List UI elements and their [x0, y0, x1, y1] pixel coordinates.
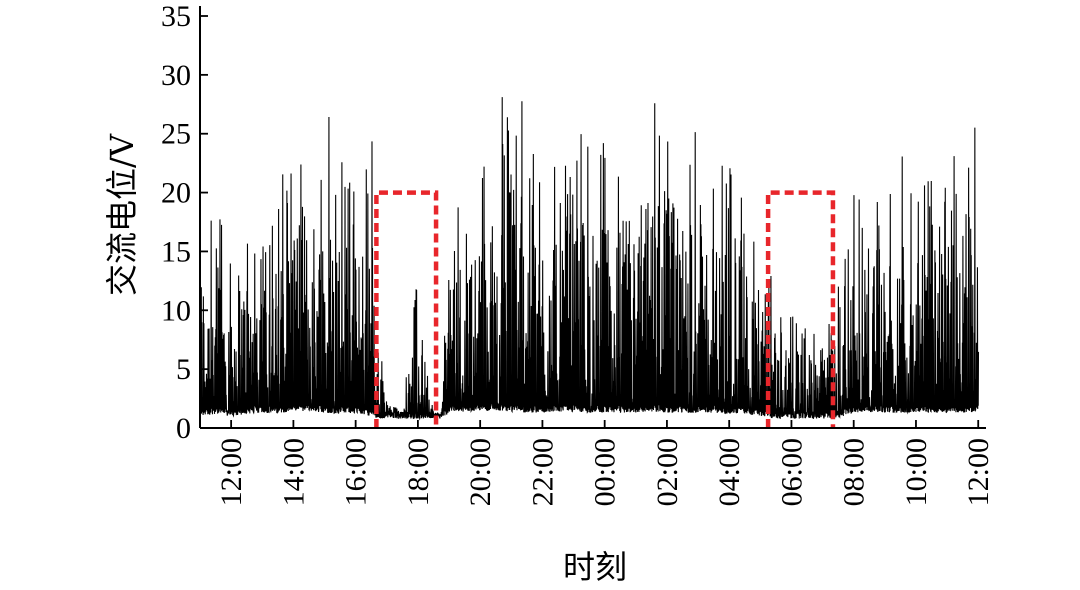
x-axis-title: 时刻 — [563, 548, 627, 586]
x-tick-label: 10:00 — [900, 438, 933, 506]
x-tick-label: 08:00 — [838, 438, 871, 506]
x-tick-label: 00:00 — [589, 438, 622, 506]
y-tick-label: 0 — [176, 412, 191, 445]
dashed-annotations — [374, 190, 836, 428]
dashed-box-2 — [765, 190, 836, 428]
y-tick-label: 10 — [161, 294, 191, 327]
y-tick-label: 15 — [161, 235, 191, 268]
axes: 0 5 10 15 20 25 30 35 12:00 14:00 16:00 18:00 20:00 2… — [161, 0, 995, 506]
y-tick-label: 35 — [161, 0, 191, 33]
x-tick-label: 12:00 — [962, 438, 995, 506]
y-tick-label: 20 — [161, 177, 191, 210]
x-tick-label: 12:00 — [215, 438, 248, 506]
y-tick-label: 30 — [161, 59, 191, 92]
plot-area — [199, 97, 980, 421]
x-tick-label: 02:00 — [651, 438, 684, 506]
x-tick-label: 18:00 — [402, 438, 435, 506]
x-tick-label: 06:00 — [775, 438, 808, 506]
series-line — [199, 97, 980, 421]
dashed-box-1 — [374, 190, 439, 428]
x-tick-label: 20:00 — [464, 438, 497, 506]
x-tick-label: 16:00 — [340, 438, 373, 506]
y-tick-label: 25 — [161, 118, 191, 151]
x-tick-label: 14:00 — [277, 438, 310, 506]
x-tick-label: 22:00 — [526, 438, 559, 506]
y-axis-title: 交流电位/V — [103, 133, 141, 296]
y-tick-label: 5 — [176, 353, 191, 386]
x-tick-label: 04:00 — [713, 438, 746, 506]
